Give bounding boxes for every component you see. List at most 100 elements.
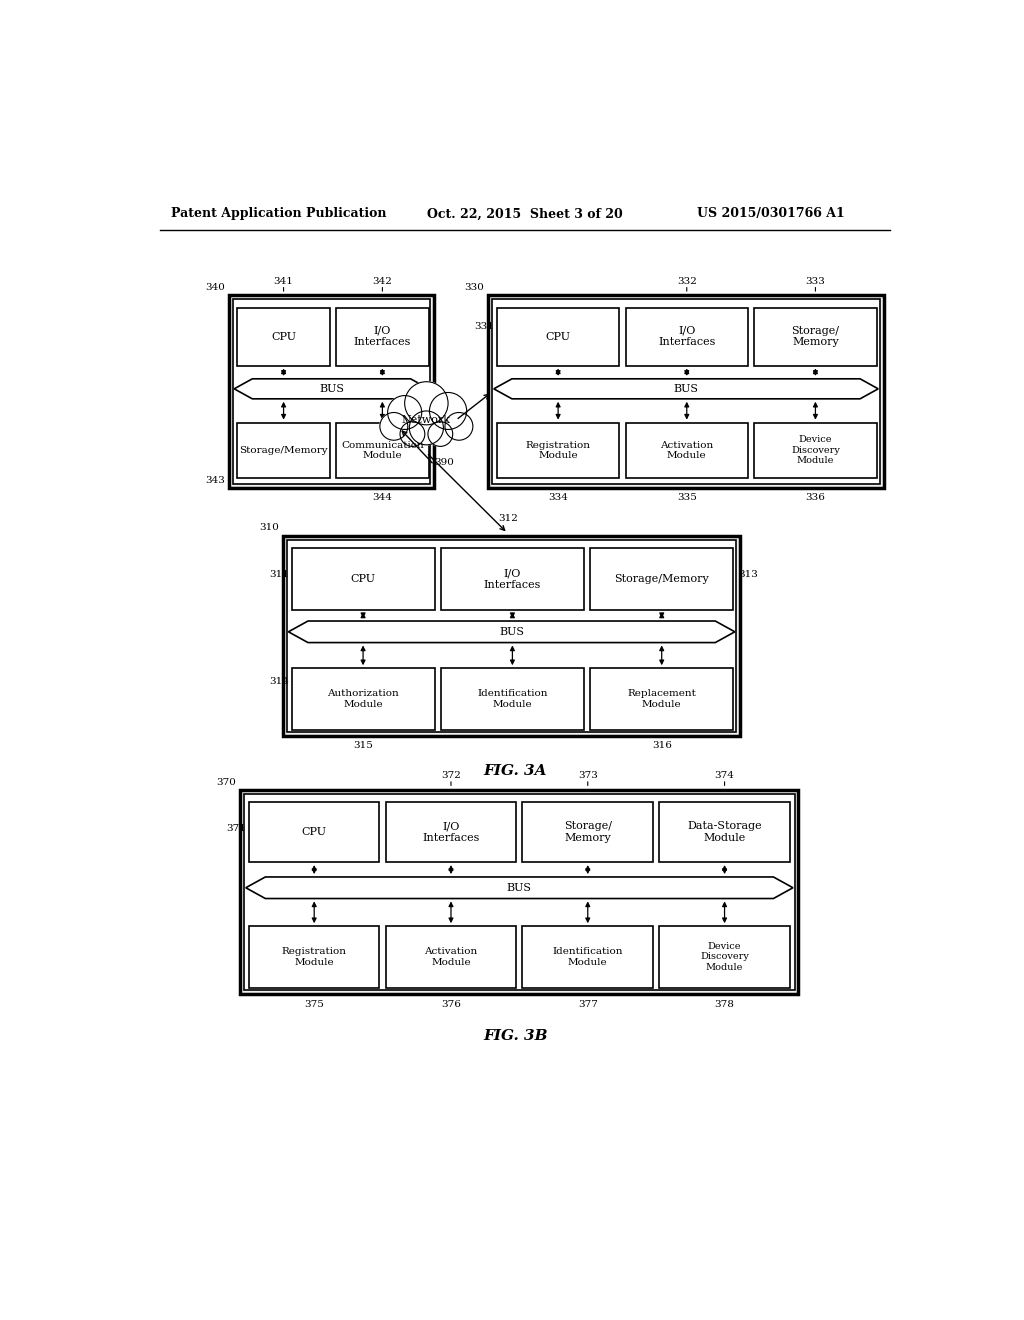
- Polygon shape: [494, 379, 879, 399]
- Text: I/O
Interfaces: I/O Interfaces: [422, 821, 479, 843]
- Text: 371: 371: [226, 824, 247, 833]
- Text: FIG. 3B: FIG. 3B: [483, 1030, 548, 1043]
- Text: Registration
Module: Registration Module: [282, 948, 347, 966]
- Text: 341: 341: [273, 277, 294, 286]
- Text: 313: 313: [738, 570, 758, 578]
- Bar: [238, 308, 330, 366]
- Text: I/O
Interfaces: I/O Interfaces: [658, 326, 716, 347]
- Bar: [659, 803, 790, 862]
- Text: 377: 377: [578, 1001, 598, 1008]
- Bar: [755, 422, 877, 478]
- Polygon shape: [289, 620, 735, 643]
- Text: US 2015/0301766 A1: US 2015/0301766 A1: [697, 207, 845, 220]
- Circle shape: [429, 392, 467, 429]
- Text: Identification
Module: Identification Module: [477, 689, 548, 709]
- Bar: [493, 300, 880, 484]
- Text: 373: 373: [578, 771, 598, 780]
- Bar: [292, 548, 434, 610]
- Text: 335: 335: [677, 492, 696, 502]
- Text: 311: 311: [269, 570, 289, 578]
- Bar: [249, 927, 380, 987]
- Circle shape: [388, 396, 422, 429]
- Text: 376: 376: [441, 1001, 461, 1008]
- Text: BUS: BUS: [507, 883, 531, 892]
- Bar: [626, 422, 748, 478]
- Bar: [245, 793, 795, 990]
- Text: CPU: CPU: [271, 331, 296, 342]
- Bar: [287, 540, 736, 733]
- Text: CPU: CPU: [546, 331, 570, 342]
- Text: Network: Network: [401, 416, 451, 425]
- Text: Device
Discovery
Module: Device Discovery Module: [700, 942, 749, 972]
- Text: 372: 372: [441, 771, 461, 780]
- Text: 332: 332: [677, 277, 696, 286]
- Text: 330: 330: [465, 284, 484, 292]
- Circle shape: [445, 413, 473, 441]
- Text: CPU: CPU: [302, 828, 327, 837]
- Bar: [755, 308, 877, 366]
- Text: Storage/Memory: Storage/Memory: [614, 574, 709, 583]
- Text: Patent Application Publication: Patent Application Publication: [171, 207, 387, 220]
- Polygon shape: [246, 876, 793, 899]
- Text: 336: 336: [806, 492, 825, 502]
- Text: Activation
Module: Activation Module: [660, 441, 714, 459]
- Text: 374: 374: [715, 771, 734, 780]
- Text: Replacement
Module: Replacement Module: [628, 689, 696, 709]
- Text: 333: 333: [806, 277, 825, 286]
- Text: 316: 316: [652, 741, 672, 750]
- Text: 390: 390: [434, 458, 454, 467]
- Circle shape: [400, 422, 425, 446]
- Text: 378: 378: [715, 1001, 734, 1008]
- Polygon shape: [234, 379, 429, 399]
- Bar: [441, 548, 584, 610]
- Text: 331: 331: [475, 322, 495, 331]
- Text: 310: 310: [259, 524, 280, 532]
- Circle shape: [428, 422, 453, 446]
- Text: Authorization
Module: Authorization Module: [328, 689, 399, 709]
- Bar: [522, 803, 653, 862]
- Bar: [590, 548, 733, 610]
- Bar: [626, 308, 748, 366]
- Circle shape: [404, 381, 449, 425]
- Text: 375: 375: [304, 1001, 325, 1008]
- Text: Registration
Module: Registration Module: [525, 441, 591, 459]
- Bar: [228, 296, 434, 488]
- Text: 344: 344: [373, 492, 392, 502]
- Text: Data-Storage
Module: Data-Storage Module: [687, 821, 762, 843]
- Bar: [497, 422, 620, 478]
- Text: I/O
Interfaces: I/O Interfaces: [353, 326, 411, 347]
- Text: CPU: CPU: [350, 574, 376, 583]
- Bar: [336, 422, 429, 478]
- Bar: [488, 296, 884, 488]
- Bar: [238, 422, 330, 478]
- Text: I/O
Interfaces: I/O Interfaces: [483, 568, 541, 590]
- Text: BUS: BUS: [318, 384, 344, 393]
- Bar: [386, 927, 516, 987]
- Bar: [522, 927, 653, 987]
- Text: 343: 343: [205, 475, 225, 484]
- Bar: [386, 803, 516, 862]
- Text: 342: 342: [373, 277, 392, 286]
- Circle shape: [380, 413, 408, 441]
- Bar: [283, 536, 740, 737]
- Text: Storage/
Memory: Storage/ Memory: [564, 821, 611, 843]
- Circle shape: [410, 411, 443, 445]
- Bar: [441, 668, 584, 730]
- Text: 315: 315: [353, 741, 373, 750]
- Text: 334: 334: [548, 492, 568, 502]
- Bar: [249, 803, 380, 862]
- Bar: [590, 668, 733, 730]
- Text: BUS: BUS: [674, 384, 698, 393]
- Text: 370: 370: [217, 777, 237, 787]
- Bar: [659, 927, 790, 987]
- Bar: [336, 308, 429, 366]
- Text: 312: 312: [498, 515, 518, 523]
- Text: Activation
Module: Activation Module: [424, 948, 477, 966]
- Text: FIG. 3A: FIG. 3A: [483, 763, 547, 777]
- Text: Oct. 22, 2015  Sheet 3 of 20: Oct. 22, 2015 Sheet 3 of 20: [427, 207, 623, 220]
- Text: Identification
Module: Identification Module: [553, 948, 623, 966]
- Bar: [292, 668, 434, 730]
- Text: Storage/Memory: Storage/Memory: [240, 446, 328, 454]
- Text: 340: 340: [205, 284, 225, 292]
- Text: Storage/
Memory: Storage/ Memory: [792, 326, 840, 347]
